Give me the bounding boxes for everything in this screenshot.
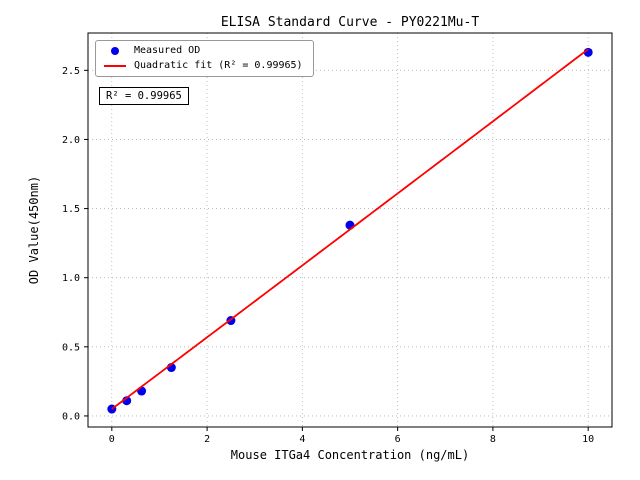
y-tick-label: 1.5 (62, 204, 80, 215)
legend: Measured OD Quadratic fit (R² = 0.99965) (95, 40, 314, 77)
y-tick-label: 1.0 (62, 273, 80, 284)
y-axis-label: OD Value(450nm) (27, 175, 41, 285)
legend-handle (102, 47, 128, 55)
chart-title: ELISA Standard Curve - PY0221Mu-T (220, 15, 480, 30)
y-tick-label: 2.0 (62, 135, 80, 146)
fit-line (111, 48, 589, 410)
x-tick-label: 6 (395, 434, 401, 445)
legend-handle (102, 65, 128, 67)
x-tick-label: 10 (582, 434, 594, 445)
x-tick-label: 2 (204, 434, 210, 445)
x-tick-label: 4 (299, 434, 305, 445)
r-squared-annotation: R² = 0.99965 (99, 87, 189, 105)
x-tick-label: 8 (490, 434, 496, 445)
legend-marker-dot (111, 47, 119, 55)
legend-label-measured-od: Measured OD (134, 45, 201, 56)
y-tick-label: 0.5 (62, 342, 80, 353)
legend-item-measured-od: Measured OD (102, 46, 303, 56)
legend-label-quadratic-fit: Quadratic fit (R² = 0.99965) (134, 60, 303, 71)
y-tick-label: 2.5 (62, 66, 80, 77)
data-point (345, 220, 355, 230)
x-tick-label: 0 (109, 434, 115, 445)
legend-item-quadratic-fit: Quadratic fit (R² = 0.99965) (102, 61, 303, 71)
y-tick-label: 0.0 (62, 411, 80, 422)
plot-border (87, 32, 613, 428)
legend-marker-line (104, 65, 126, 67)
x-axis-label: Mouse ITGa4 Concentration (ng/mL) (230, 448, 470, 462)
